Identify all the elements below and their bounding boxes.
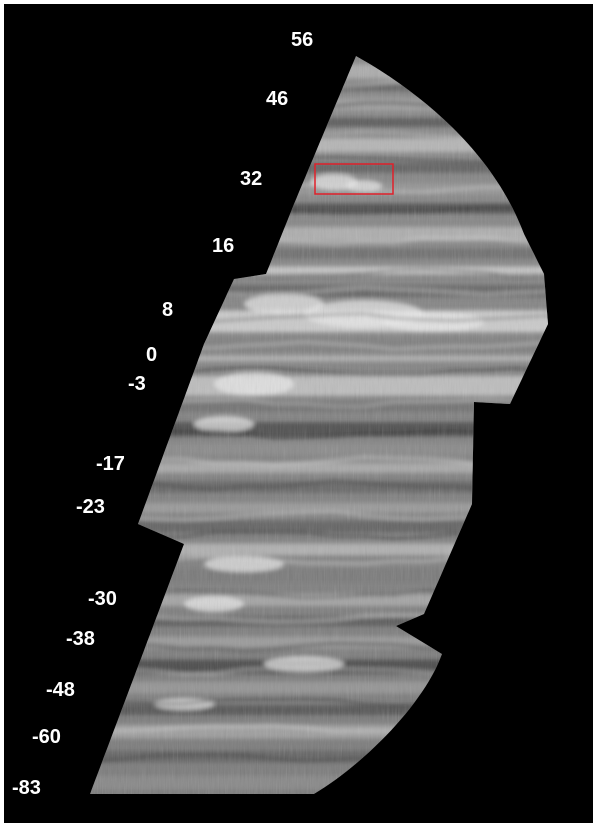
latitude-label: -17 [96, 453, 125, 475]
latitude-label: -30 [88, 588, 117, 610]
latitude-label: -83 [12, 777, 41, 799]
planet-mosaic [90, 56, 548, 794]
latitude-label: 56 [291, 29, 314, 51]
mosaic-content [90, 56, 548, 794]
latitude-label: 46 [266, 88, 289, 110]
latitude-label: 8 [162, 299, 174, 321]
latitude-label: -60 [32, 726, 61, 748]
latitude-label: -3 [128, 373, 146, 395]
latitude-label: 16 [212, 235, 235, 257]
feature-highlight-box [314, 163, 394, 195]
latitude-label: -48 [46, 679, 75, 701]
image-frame: 56 46 32 16 8 0 -3 -17 -23 -30 -38 -48 -60 -83 [4, 4, 593, 823]
latitude-label: -38 [66, 628, 95, 650]
latitude-label: 32 [240, 168, 263, 190]
latitude-label: -23 [76, 496, 105, 518]
latitude-label: 0 [146, 344, 158, 366]
